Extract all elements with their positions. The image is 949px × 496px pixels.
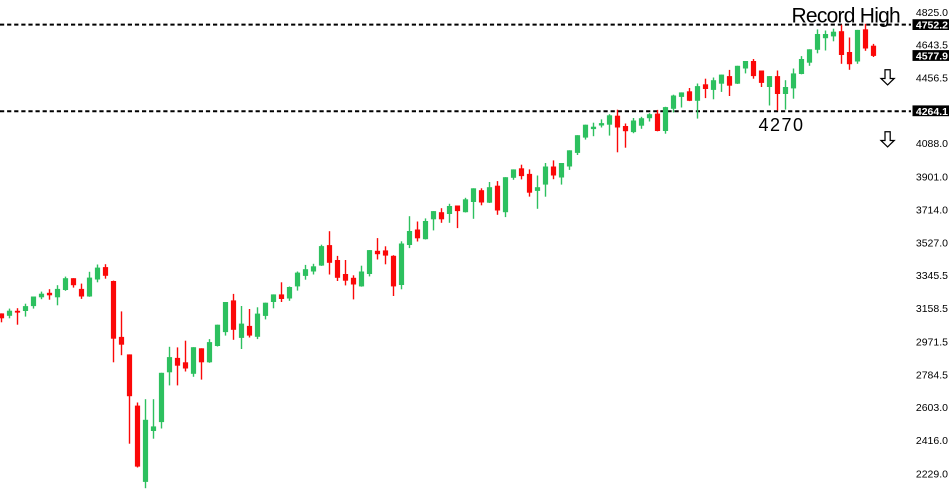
svg-text:3901.0: 3901.0 [916, 171, 948, 183]
svg-text:4577.9: 4577.9 [916, 51, 948, 63]
svg-text:3714.0: 3714.0 [916, 205, 948, 217]
svg-text:4088.0: 4088.0 [916, 138, 948, 150]
svg-text:4825.0: 4825.0 [916, 7, 948, 19]
svg-text:4270: 4270 [759, 115, 805, 135]
svg-text:4264.1: 4264.1 [916, 106, 948, 118]
svg-text:Record High: Record High [792, 5, 901, 28]
svg-text:2603.0: 2603.0 [916, 402, 948, 414]
svg-text:3158.5: 3158.5 [916, 303, 948, 315]
svg-text:3345.5: 3345.5 [916, 270, 948, 282]
svg-text:2416.0: 2416.0 [916, 435, 948, 447]
svg-text:2229.0: 2229.0 [916, 468, 948, 480]
svg-text:4752.2: 4752.2 [916, 20, 948, 32]
svg-text:4456.5: 4456.5 [916, 73, 948, 85]
svg-text:2971.5: 2971.5 [916, 336, 948, 348]
svg-text:4643.5: 4643.5 [916, 39, 948, 51]
svg-text:2784.5: 2784.5 [916, 370, 948, 382]
svg-text:3527.0: 3527.0 [916, 238, 948, 250]
